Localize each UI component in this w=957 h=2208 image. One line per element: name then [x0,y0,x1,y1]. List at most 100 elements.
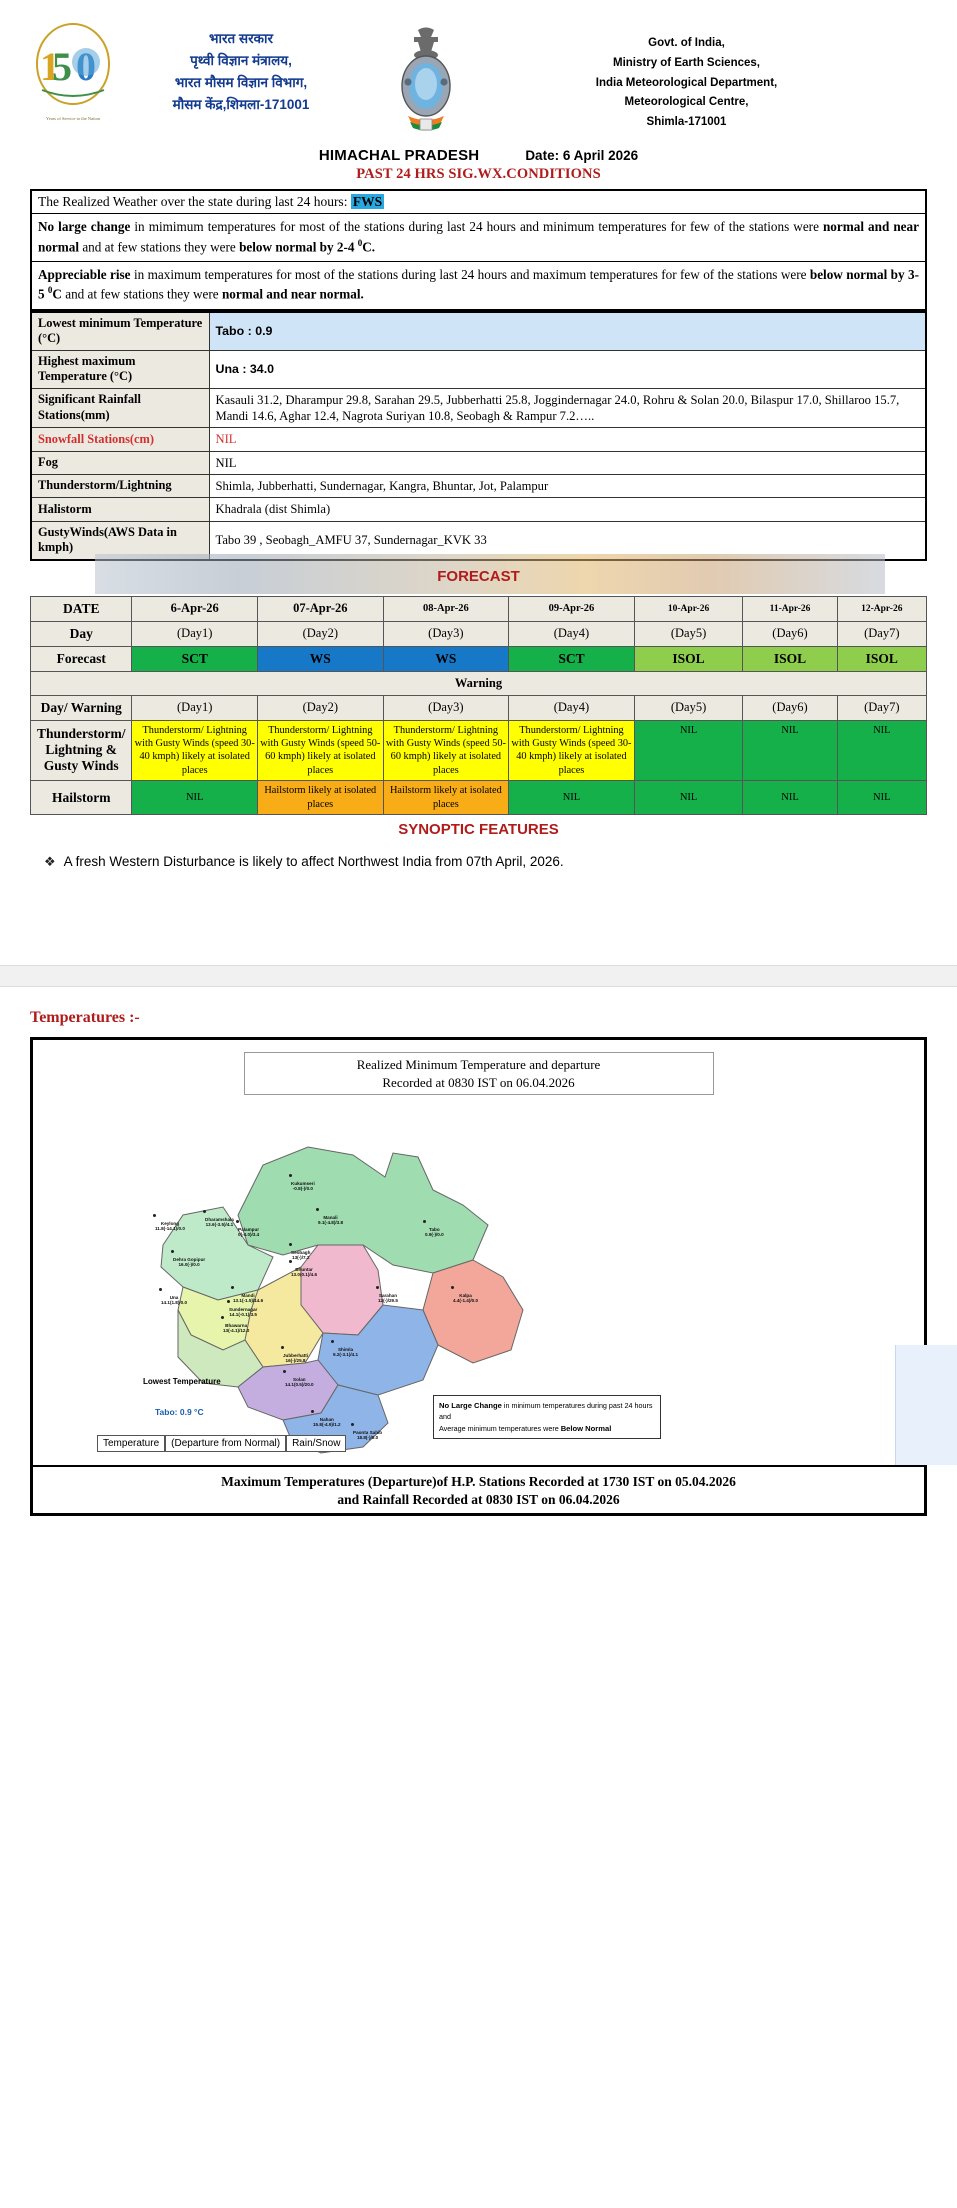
ashoka-emblem-icon [401,27,451,131]
hailstorm-row-header: Hailstorm [29,780,133,815]
region-lahaul-spiti [237,1146,489,1274]
english-line-2: Ministry of Earth Sciences, [613,56,760,69]
hailstorm-cell-5: NIL [742,780,838,815]
forecast-day-4: (Day5) [633,620,744,647]
observations-table: Lowest minimum Temperature (°C) Tabo : 0.… [30,310,927,561]
map-station-dot [451,1286,454,1290]
map-note-rest-3: Average minimum temperatures were [439,1423,561,1433]
thunderstorm-cell-0: Thunderstorm/ Lightning with Gusty Winds… [131,719,258,782]
map-station-name: Nahan [319,1417,334,1423]
english-line-4: Meteorological Centre, [624,96,749,109]
map-station-dot [231,1286,234,1290]
observation-row: Lowest minimum Temperature (°C) Tabo : 0.… [30,311,927,351]
legend-key-temperature: Temperature [97,1435,166,1453]
forecast-date-5: 11-Apr-26 [742,595,838,622]
observation-value: NIL [208,427,927,452]
bulletin-date: Date: 6 April 2026 [525,147,639,163]
map-station-name: Bhuntar [295,1267,313,1273]
map-station-label: Nahan 15.8(-4.9)/1.2 [313,1417,341,1428]
thunderstorm-cell-2: Thunderstorm/ Lightning with Gusty Winds… [382,719,510,782]
map-station-label: Dharamshala 13.6(-3.5)/4.1 [205,1217,234,1228]
map-station-name: Tabo [429,1227,440,1233]
observation-value: Una : 34.0 [208,349,927,389]
maximum-temperature-paragraph: Appreciable rise in maximum temperatures… [32,262,925,309]
warning-day-1: (Day2) [257,694,384,721]
minimum-temperature-paragraph: No large change in mimimum temperatures … [32,214,925,262]
forecast-date-row: DATE 6-Apr-26 07-Apr-26 08-Apr-26 09-Apr… [29,595,928,622]
map-station-name: Manali [323,1215,338,1221]
legend-key-rainsnow: Rain/Snow [286,1435,347,1453]
map-caption-line-2: Recorded at 0830 IST on 06.04.2026 [382,1074,575,1090]
map-station-label: Shimla 9.2(-3.1)/4.1 [333,1347,358,1358]
thunderstorm-row-header: Thunderstorm/ Lightning & Gusty Winds [29,719,133,782]
observation-value: Khadrala (dist Shimla) [208,497,927,522]
map-footer-line-1: Maximum Temperatures (Departure)of H.P. … [221,1474,736,1490]
region-kinnaur [422,1259,524,1364]
forecast-value-6: ISOL [836,645,928,672]
hailstorm-cell-4: NIL [633,780,744,815]
map-station-value: -0.8(-)/0.0 [292,1186,313,1192]
observation-label: Fog [30,450,210,475]
forecast-banner: FORECAST [0,553,957,594]
state-title: HIMACHAL PRADESH [318,146,480,164]
map-station-dot [331,1340,334,1344]
map-station-value: 9.1(-4.8)/3.8 [318,1220,344,1226]
max-temp-text-1: in maximum temperatures for most of the … [130,266,810,282]
map-station-dot [227,1300,230,1304]
observation-row: Halistorm Khadrala (dist Shimla) [30,497,927,522]
warning-day-3: (Day4) [508,694,635,721]
title-row: HIMACHAL PRADESH Date: 6 April 2026 [0,147,957,164]
max-temp-bold-3: normal and near normal. [221,286,364,302]
map-station-label: Dehra Gopipur 16.0(-)/0.0 [173,1257,205,1268]
map-note-line-3: Average minimum temperatures were Below … [439,1423,655,1435]
map-station-dot [153,1214,156,1218]
map-station-label: Paonta Sahib 18.8(-)/0.0 [353,1430,382,1441]
forecast-value-1: WS [257,645,384,672]
realized-conditions-box: The Realized Weather over the state duri… [30,188,927,311]
map-station-dot [289,1174,292,1178]
map-station-label: Sarahan 12(-)/29.5 [378,1293,398,1304]
forecast-date-header: DATE [29,595,133,622]
map-station-label: Seobagh 13(-)/7.2 [291,1250,310,1261]
max-temp-bold-1: Appreciable rise [38,266,131,282]
document-header: 1 5 0 Years of Service to the Nation भार… [0,0,957,133]
forecast-value-4: ISOL [633,645,744,672]
map-station-label: Bhawarna 13(-4.1)/12.0 [223,1323,249,1334]
forecast-date-4: 10-Apr-26 [633,595,744,622]
map-station-value: 9.2(-3.1)/4.1 [333,1352,359,1358]
forecast-day-row: Day (Day1) (Day2) (Day3) (Day4) (Day5) (… [29,620,928,647]
map-area: Lowest Temperature Tabo: 0.9 °C Temperat… [33,1095,924,1465]
observation-label: Lowest minimum Temperature (°C) [30,311,210,351]
map-station-dot [171,1250,174,1254]
map-station-label: Keylong 11.8(-14.1)/0.0 [155,1221,185,1232]
map-station-label: Solan 14.1(0.5)/20.0 [285,1377,314,1388]
map-station-name: Jubberhatti [283,1353,309,1359]
svg-text:1: 1 [40,44,60,89]
hindi-address-block: भारत सरकार पृथ्वी विज्ञान मंत्रालय, भारत… [116,22,366,115]
observation-label: Thunderstorm/Lightning [30,473,210,499]
map-station-name: Paonta Sahib [353,1430,383,1436]
map-footer-line-2: and Rainfall Recorded at 0830 IST on 06.… [337,1492,620,1508]
map-station-name: Keylong [160,1221,179,1227]
max-temp-bold-2-end: C [52,286,62,302]
bulletin-page: 1 5 0 Years of Service to the Nation भार… [0,0,957,1517]
map-station-value: 14.1(1.8)/0.0 [161,1300,188,1306]
realized-weather-line: The Realized Weather over the state duri… [32,191,925,214]
map-station-label: Tabo 0.9(-)/0.0 [425,1227,444,1238]
himachal-pradesh-map-icon [160,1146,524,1454]
map-note-rest-1: in minimum temperatures during past 24 h… [501,1401,653,1411]
warning-title-row: Warning [30,670,927,696]
forecast-value-0: SCT [131,645,258,672]
side-blue-strip [895,1345,957,1465]
map-station-name: Seobagh [291,1250,311,1256]
map-note-bold-3: Below Normal [560,1423,612,1433]
map-station-dot [159,1288,162,1292]
map-station-dot [283,1370,286,1374]
thunderstorm-cell-4: NIL [633,719,744,782]
banner-decorative-image [95,553,885,594]
map-station-name: Dharamshala [205,1217,234,1223]
realized-weather-value: FWS [350,193,385,209]
map-note-line-2: and [439,1411,451,1421]
map-station-label: Jubberhatti 16(-)/25.8 [283,1353,308,1364]
max-temp-text-2: and at few stations they were [61,286,222,302]
